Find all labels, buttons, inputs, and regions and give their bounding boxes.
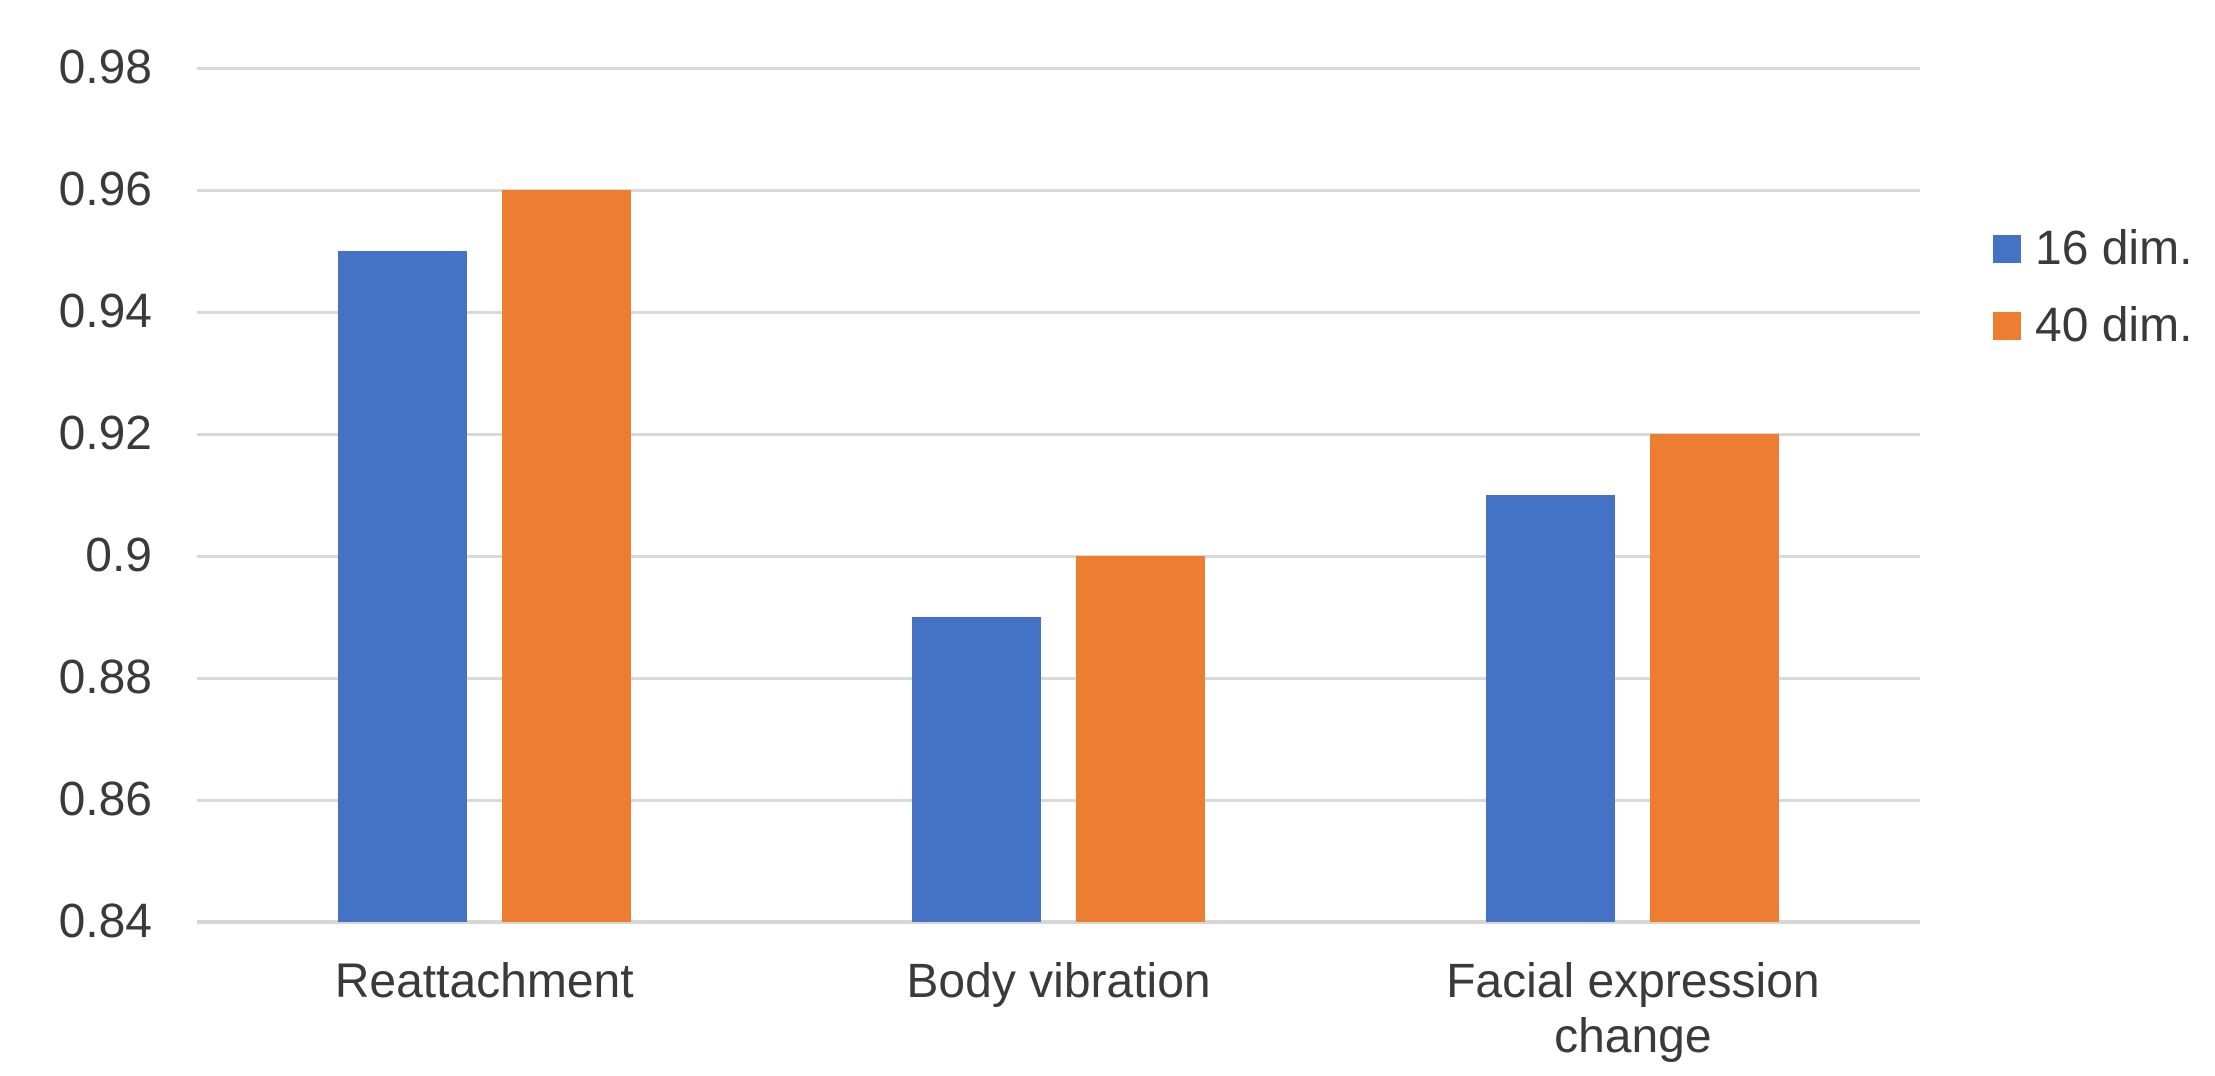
x-tick-label: Body vibration (906, 955, 1211, 1008)
y-tick-label: 0.98 (58, 41, 152, 94)
legend: 16 dim. 40 dim. (1993, 221, 2192, 353)
gridline (197, 676, 1920, 680)
gridline (197, 432, 1920, 436)
y-tick-label: 0.94 (58, 285, 152, 338)
gridline (197, 554, 1920, 558)
plot-area (197, 0, 1920, 924)
y-tick-label: 0.86 (58, 773, 152, 826)
x-tick-label: Facial expression change (1446, 955, 1820, 1063)
legend-swatch (1993, 234, 2021, 263)
x-axis: Reattachment Body vibration Facial express… (197, 946, 1920, 1076)
x-axis-line (197, 920, 1920, 924)
legend-swatch (1993, 311, 2021, 340)
gridline (197, 310, 1920, 314)
legend-label: 16 dim. (2035, 222, 2193, 275)
bar-40-dim-facial-expression-change (1650, 434, 1780, 922)
legend-label: 40 dim. (2035, 299, 2193, 352)
gridline (197, 188, 1920, 192)
gridline (197, 798, 1920, 802)
y-tick-label: 0.92 (58, 407, 152, 460)
legend-item: 40 dim. (1993, 298, 2192, 353)
bar-16-dim-facial-expression-change (1486, 495, 1616, 922)
y-tick-label: 0.9 (85, 529, 152, 582)
gridline (197, 66, 1920, 70)
legend-item: 16 dim. (1993, 221, 2192, 276)
y-axis: 0.84 0.86 0.88 0.9 0.92 0.94 0.96 0.98 (0, 0, 152, 948)
bar-40-dim-reattachment (501, 190, 631, 922)
bar-16-dim-reattachment (337, 251, 467, 922)
y-tick-label: 0.88 (58, 651, 152, 704)
y-tick-label: 0.96 (58, 163, 152, 216)
x-tick-label: Reattachment (334, 955, 634, 1008)
bar-16-dim-body-vibration (912, 617, 1041, 922)
bar-40-dim-body-vibration (1076, 556, 1205, 922)
y-tick-label: 0.84 (58, 895, 152, 948)
